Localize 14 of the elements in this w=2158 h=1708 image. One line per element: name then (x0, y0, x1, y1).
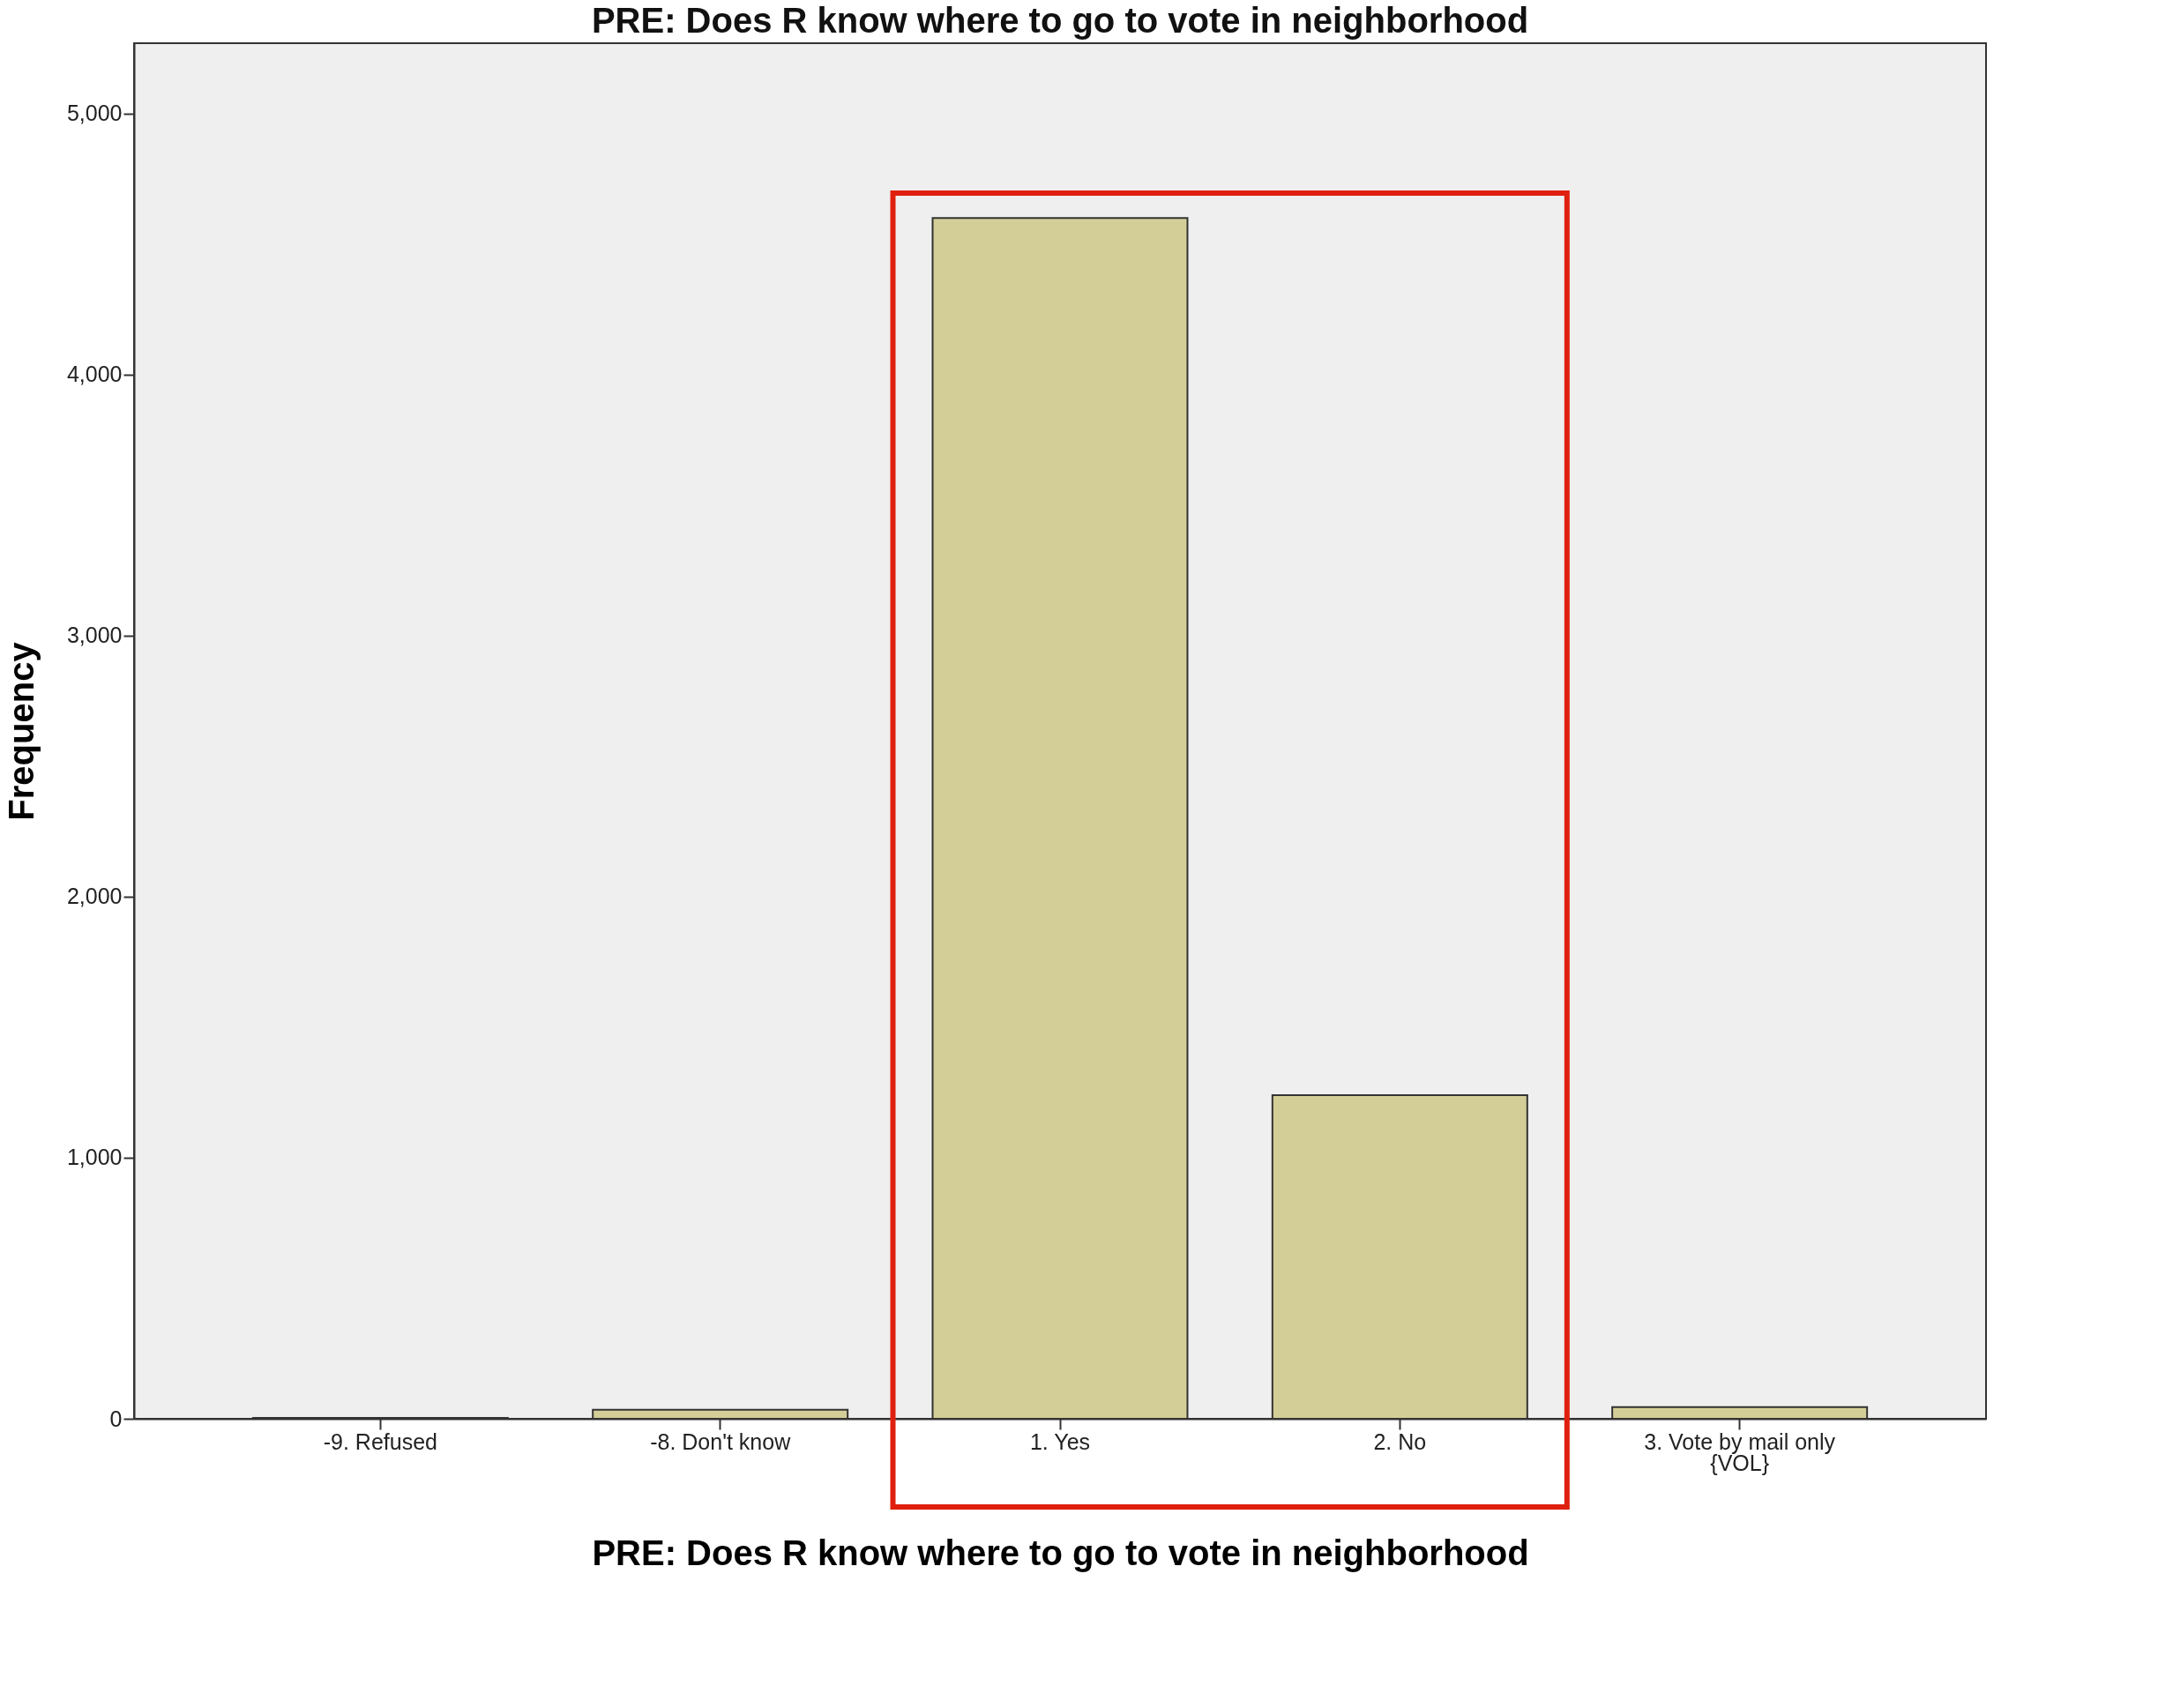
x-tick-label: -9. Refused (323, 1428, 437, 1454)
x-axis-title: PRE: Does R know where to go to vote in neighborhood (592, 1533, 1529, 1572)
y-axis-title: Frequency (1, 641, 41, 821)
y-tick-label: 4,000 (66, 362, 123, 387)
y-tick-label: 3,000 (66, 623, 123, 648)
y-tick-label: 2,000 (66, 884, 123, 909)
y-tick-label: 5,000 (66, 101, 123, 126)
y-tick-label: 1,000 (66, 1145, 123, 1170)
y-tick-label: 0 (109, 1406, 123, 1431)
x-tick-label: 2. No (1373, 1428, 1427, 1454)
chart-title: PRE: Does R know where to go to vote in neighborhood (591, 1, 1529, 40)
x-tick-label: 1. Yes (1029, 1428, 1091, 1454)
x-tick-label: 3. Vote by mail only {VOL} (1644, 1428, 1836, 1475)
x-tick-label: -8. Don't know (650, 1428, 792, 1454)
